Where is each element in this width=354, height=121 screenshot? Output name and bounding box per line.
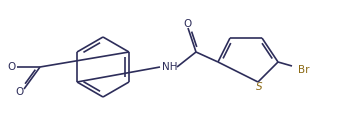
Text: NH: NH	[162, 62, 178, 72]
Text: Br: Br	[298, 65, 310, 75]
Text: O: O	[16, 87, 24, 97]
Text: O: O	[183, 19, 191, 29]
Text: O: O	[8, 62, 16, 72]
Text: S: S	[256, 82, 262, 92]
